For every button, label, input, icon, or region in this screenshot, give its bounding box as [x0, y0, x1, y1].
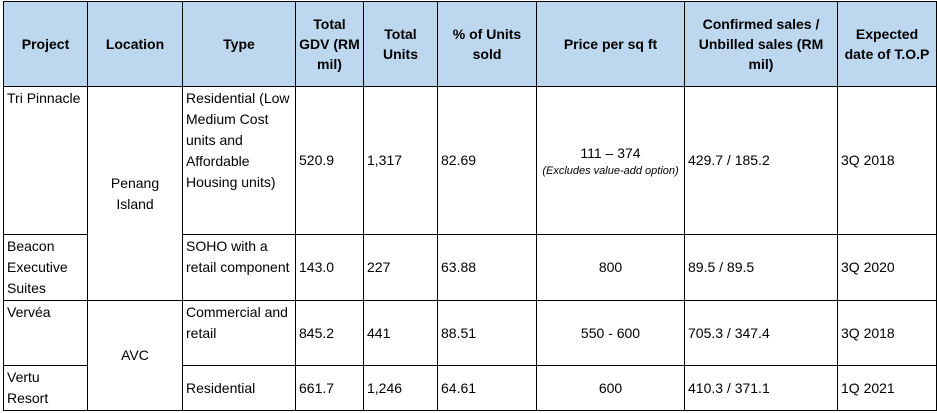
- header-top: Expected date of T.O.P: [837, 1, 937, 87]
- header-price: Price per sq ft: [536, 1, 685, 87]
- price-range: 111 – 374: [580, 145, 641, 161]
- cell-price: 550 - 600: [536, 300, 685, 366]
- cell-gdv: 661.7: [295, 365, 364, 411]
- cell-gdv: 143.0: [295, 234, 364, 301]
- cell-project: Vertu Resort: [3, 365, 88, 411]
- header-type: Type: [182, 1, 296, 87]
- header-units: Total Units: [363, 1, 438, 87]
- cell-price: 600: [536, 365, 685, 411]
- cell-gdv: 520.9: [295, 86, 364, 235]
- cell-top: 3Q 2018: [837, 86, 937, 235]
- header-location: Location: [87, 1, 183, 87]
- cell-top: 3Q 2020: [837, 234, 937, 301]
- header-project: Project: [3, 1, 88, 87]
- cell-pct-sold: 63.88: [437, 234, 537, 301]
- cell-project: Vervéa: [3, 300, 88, 366]
- cell-gdv: 845.2: [295, 300, 364, 366]
- cell-type: SOHO with a retail component: [182, 234, 296, 301]
- cell-project: Beacon Executive Suites: [3, 234, 88, 301]
- header-gdv: Total GDV (RM mil): [295, 1, 364, 87]
- cell-units: 441: [363, 300, 438, 366]
- cell-top: 1Q 2021: [837, 365, 937, 411]
- cell-pct-sold: 88.51: [437, 300, 537, 366]
- table-row: Tri Pinnacle Penang Island Residential (…: [3, 86, 937, 301]
- header-pct-sold: % of Units sold: [437, 1, 537, 87]
- header-row: Project Location Type Total GDV (RM mil)…: [3, 1, 937, 87]
- cell-sales: 410.3 / 371.1: [684, 365, 838, 411]
- header-sales: Confirmed sales / Unbilled sales (RM mil…: [684, 1, 838, 87]
- cell-location: Penang Island: [87, 86, 183, 301]
- cell-sales: 429.7 / 185.2: [684, 86, 838, 235]
- cell-units: 1,246: [363, 365, 438, 411]
- cell-pct-sold: 82.69: [437, 86, 537, 235]
- cell-price: 111 – 374 (Excludes value-add option): [536, 86, 685, 235]
- cell-type: Commercial and retail: [182, 300, 296, 366]
- cell-pct-sold: 64.61: [437, 365, 537, 411]
- cell-sales: 705.3 / 347.4: [684, 300, 838, 366]
- cell-price: 800: [536, 234, 685, 301]
- cell-units: 227: [363, 234, 438, 301]
- projects-table: Project Location Type Total GDV (RM mil)…: [3, 1, 937, 411]
- cell-type: Residential (Low Medium Cost units and A…: [182, 86, 296, 235]
- cell-project: Tri Pinnacle: [3, 86, 88, 235]
- price-note: (Excludes value-add option): [542, 165, 679, 177]
- table-row: Vertu Resort Residential 661.7 1,246 64.…: [3, 365, 937, 411]
- table-row: Beacon Executive Suites SOHO with a reta…: [3, 234, 937, 301]
- cell-type: Residential: [182, 365, 296, 411]
- cell-units: 1,317: [363, 86, 438, 235]
- cell-sales: 89.5 / 89.5: [684, 234, 838, 301]
- cell-top: 3Q 2018: [837, 300, 937, 366]
- cell-location: AVC: [87, 300, 183, 411]
- table-row: Vervéa AVC Commercial and retail 845.2 4…: [3, 300, 937, 411]
